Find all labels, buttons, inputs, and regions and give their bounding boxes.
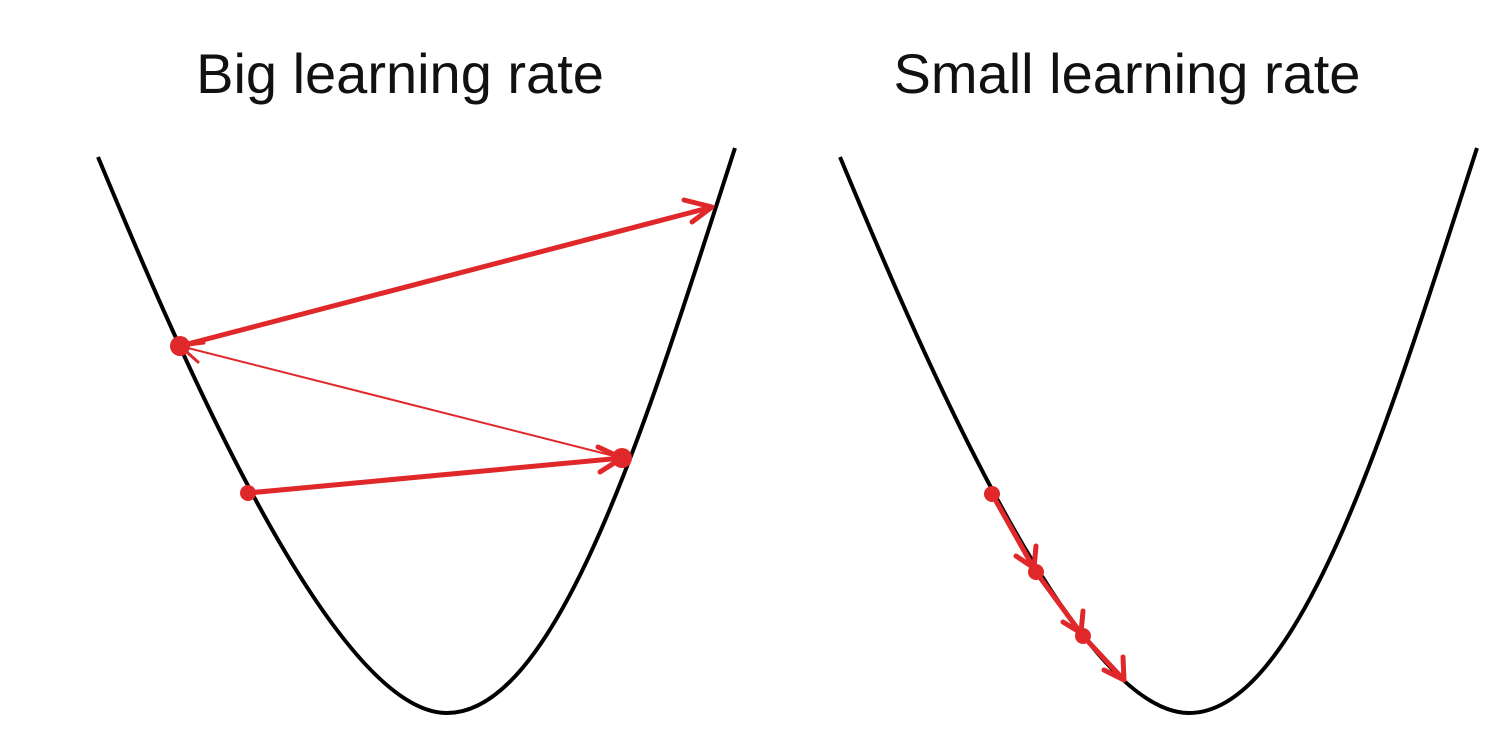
big-learning-rate-title: Big learning rate bbox=[196, 42, 604, 105]
small-step-point-2 bbox=[1028, 564, 1044, 580]
step-point-right bbox=[612, 448, 632, 468]
step-arrow-1 bbox=[247, 455, 623, 496]
loss-curve-left bbox=[96, 147, 737, 716]
small-step-point-1 bbox=[984, 486, 1000, 502]
small-step-arrow-3 bbox=[1081, 634, 1126, 682]
step-point-left bbox=[170, 336, 190, 356]
step-point-start bbox=[240, 485, 256, 501]
small-learning-rate-panel bbox=[838, 147, 1479, 716]
step-arrowhead-3 bbox=[681, 197, 715, 225]
small-step-arrow-2 bbox=[1033, 570, 1086, 638]
step-arrow-3 bbox=[179, 204, 713, 349]
small-step-point-3 bbox=[1075, 628, 1091, 644]
small-step-arrow-1 bbox=[989, 492, 1039, 574]
step-arrow-2 bbox=[179, 345, 623, 459]
loss-curve-right bbox=[838, 147, 1479, 716]
small-learning-rate-title: Small learning rate bbox=[893, 42, 1361, 105]
small-step-arrowhead-3 bbox=[1101, 654, 1127, 683]
big-learning-rate-panel bbox=[96, 147, 737, 716]
